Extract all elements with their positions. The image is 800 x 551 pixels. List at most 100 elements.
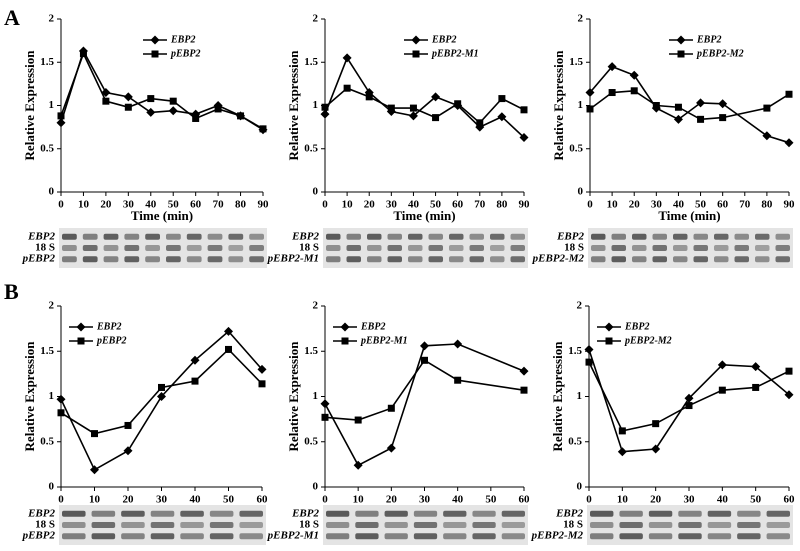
x-tick-label: 50 [430, 199, 442, 211]
x-tick-label: 50 [695, 199, 707, 211]
gel-band [82, 245, 98, 251]
gel-band [103, 245, 119, 251]
series-line [60, 348, 263, 435]
y-tick-label: 1.5 [40, 56, 54, 68]
x-tick-label: 60 [452, 199, 464, 211]
gel-band [180, 533, 204, 540]
gel-band [652, 245, 667, 251]
gel-band [501, 510, 525, 517]
gel-band [91, 533, 116, 540]
gel-band [755, 256, 770, 263]
y-tick-label: 1 [578, 99, 584, 111]
y-tick-label: 2 [49, 300, 55, 312]
legend-marker [151, 50, 159, 58]
gel-band [207, 256, 223, 263]
marker-square [365, 93, 373, 101]
gel-label: 18 S [563, 519, 583, 531]
marker-diamond [224, 326, 233, 336]
gel-band [775, 256, 790, 263]
gel-band [150, 533, 175, 540]
marker-square [57, 112, 65, 120]
marker-square [321, 413, 329, 421]
gel-band [648, 522, 673, 528]
marker-square [169, 97, 177, 105]
x-tick-label: 10 [353, 494, 365, 506]
gel-band [413, 533, 438, 540]
marker-square [585, 358, 593, 366]
gel-band [734, 245, 749, 251]
legend-label: EBP2 [170, 34, 195, 45]
gel-band [355, 522, 379, 528]
gel-band [62, 233, 77, 240]
gel-band [91, 522, 116, 528]
gel-band [355, 510, 379, 517]
marker-diamond [519, 366, 529, 376]
gel-band [619, 522, 643, 528]
x-tick-label: 90 [784, 199, 796, 211]
marker-square [191, 377, 199, 385]
legend-label: pEBP2-M2 [624, 335, 672, 346]
x-tick-label: 0 [586, 494, 592, 506]
x-tick-label: 10 [89, 494, 101, 506]
marker-diamond [651, 444, 661, 454]
marker-square [387, 104, 395, 112]
marker-square [258, 380, 266, 388]
gel-band [443, 533, 467, 540]
legend-marker [605, 337, 613, 345]
marker-diamond [453, 339, 463, 349]
marker-square [259, 125, 267, 133]
gel-label: pEBP2-M2 [532, 253, 585, 265]
marker-square [718, 386, 726, 394]
x-tick-label: 30 [123, 199, 135, 211]
y-tick-label: 1.5 [304, 56, 318, 68]
gel-band [249, 233, 264, 240]
x-tick-label: 30 [419, 494, 431, 506]
gel-band [693, 233, 708, 240]
gel-band [367, 245, 382, 251]
marker-square [343, 84, 351, 92]
marker-square [520, 386, 528, 394]
y-tick-label: 0.5 [568, 435, 582, 447]
gel-band [326, 533, 350, 540]
gel-band [121, 533, 145, 540]
x-tick-label: 80 [761, 199, 773, 211]
x-tick-label: 10 [342, 199, 354, 211]
gel-band [611, 245, 626, 251]
x-tick-label: 60 [717, 199, 729, 211]
gel-band [124, 233, 140, 240]
gel-band [490, 256, 505, 263]
marker-square [454, 100, 462, 108]
series-line [324, 87, 525, 124]
marker-square [147, 95, 155, 103]
gel-band [734, 233, 749, 240]
gel-band [766, 510, 790, 517]
gel-label: pEBP2-M1 [267, 253, 319, 265]
marker-diamond [431, 92, 441, 102]
marker-square [498, 95, 506, 103]
gel-band [121, 522, 145, 528]
x-tick-label: 50 [485, 494, 497, 506]
marker-diamond [607, 62, 617, 72]
y-tick-label: 0.5 [40, 142, 54, 154]
y-tick-label: 1.5 [568, 345, 582, 357]
gel-band [469, 233, 484, 240]
gel-band [355, 533, 379, 540]
marker-square [652, 420, 660, 428]
gel-label: 18 S [35, 519, 55, 531]
legend-label: EBP2 [360, 321, 385, 332]
gel-band [346, 256, 361, 263]
x-tick-label: 90 [519, 199, 531, 211]
gel-band [652, 256, 667, 263]
panel-label: B [4, 279, 19, 304]
gel-band [209, 533, 234, 540]
gel-band [62, 245, 77, 251]
x-tick-label: 60 [257, 494, 269, 506]
gel-band [490, 245, 505, 251]
gel-band [591, 233, 606, 240]
gel-band [449, 245, 464, 251]
gel-band [648, 510, 673, 517]
marker-diamond [157, 392, 166, 401]
x-tick-label: 40 [452, 494, 464, 506]
gel-band [443, 522, 467, 528]
legend-marker [676, 35, 686, 45]
